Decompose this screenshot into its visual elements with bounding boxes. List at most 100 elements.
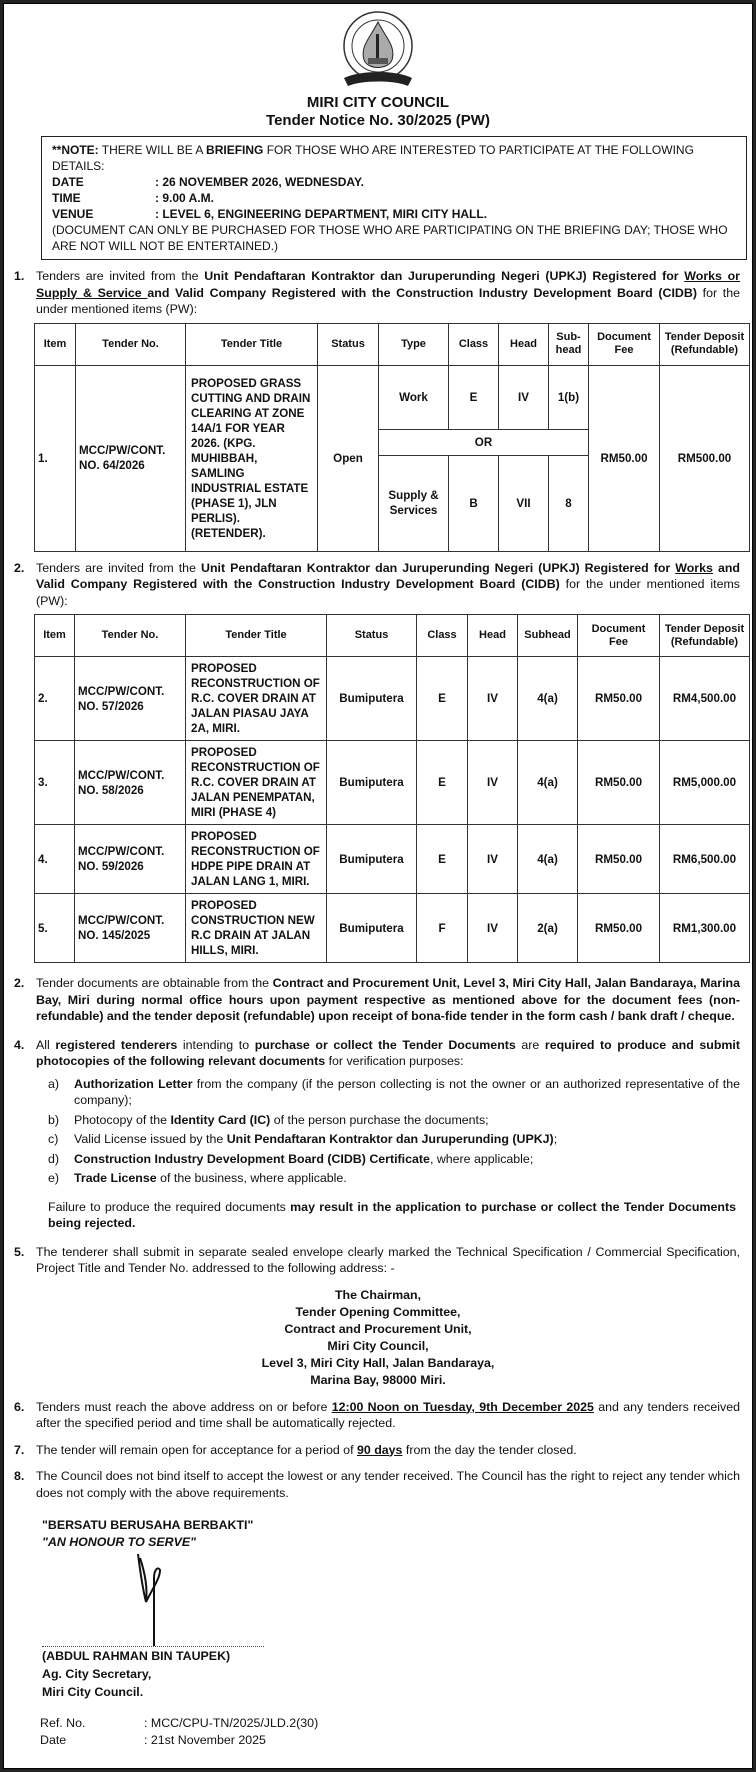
- note-footer: (DOCUMENT CAN ONLY BE PURCHASED FOR THOS…: [52, 223, 728, 253]
- motto-malay: "BERSATU BERUSAHA BERBAKTI": [42, 1518, 254, 1532]
- text-run: of the person purchase the documents;: [270, 1112, 489, 1127]
- col-header: Head: [467, 614, 518, 657]
- col-header: Tender No.: [75, 322, 186, 366]
- list-letter: d): [48, 1151, 60, 1166]
- tender-no-cell: MCC/PW/CONT. NO. 58/2026: [74, 740, 186, 825]
- tender-table-1: Item Tender No. Tender Title Status Type Clas…: [34, 322, 750, 552]
- signatory-name: (ABDUL RAHMAN BIN TAUPEK): [42, 1649, 231, 1663]
- text-run: Tenders must reach the above address on …: [36, 1399, 332, 1414]
- address-line: Level 3, Miri City Hall, Jalan Bandaraya…: [261, 1355, 495, 1370]
- fee-cell: RM50.00: [577, 656, 660, 741]
- value: : LEVEL 6, ENGINEERING DEPARTMENT, MIRI …: [155, 207, 488, 221]
- table-header-row: Item Tender No. Tender Title Status Class Hea…: [34, 614, 750, 657]
- text-run: Tender documents are obtainable from the: [36, 976, 273, 990]
- section-3: 2. Tender documents are obtainable from …: [12, 975, 744, 1025]
- section-number: 1.: [14, 269, 25, 283]
- section-number: 2.: [14, 976, 25, 990]
- text-run: and Valid Company Registered with the Co…: [36, 560, 740, 592]
- text-run: for the under mentioned items (PW):: [36, 577, 741, 608]
- section-2-text: Tenders are invited from the Unit Pendaf…: [36, 560, 744, 610]
- deposit-cell: RM6,500.00: [659, 824, 750, 894]
- submission-address: The Chairman, Tender Opening Committee, Co…: [12, 1287, 744, 1389]
- deposit-cell: RM5,000.00: [659, 740, 750, 825]
- col-header: Status: [317, 322, 379, 366]
- address-line: Contract and Procurement Unit,: [284, 1321, 472, 1336]
- col-header: Document Fee: [577, 614, 660, 657]
- text-run: are: [515, 1037, 545, 1052]
- col-header: Item: [34, 322, 76, 366]
- section-number: 4.: [14, 1037, 25, 1052]
- col-header: Tender No.: [74, 614, 186, 657]
- table-row: 2. MCC/PW/CONT. NO. 57/2026 PROPOSED RECON…: [34, 656, 750, 741]
- section-number: 8.: [14, 1469, 25, 1483]
- label: TIME: [52, 191, 81, 205]
- section-5-text: The tenderer shall submit in separate se…: [36, 1244, 744, 1277]
- text-run: Authorization Letter: [74, 1076, 193, 1091]
- head-cell: IV: [467, 656, 518, 741]
- table-row: 5. MCC/PW/CONT. NO. 145/2025 PROPOSED CONS…: [34, 893, 750, 963]
- address-line: Tender Opening Committee,: [295, 1304, 461, 1319]
- text-run: 12:00 Noon on Tuesday, 9th December 2025: [331, 1399, 594, 1414]
- value: : 26 NOVEMBER 2026, WEDNESDAY.: [155, 175, 364, 189]
- text-run: of the business, where applicable.: [156, 1171, 347, 1185]
- class-cell: E: [416, 824, 468, 894]
- subhead-cell: 4(a): [517, 824, 578, 894]
- ref-row: Ref. No.: MCC/CPU-TN/2025/JLD.2(30): [40, 1715, 744, 1732]
- text-run: and any tenders received after the speci…: [36, 1399, 740, 1431]
- subhead-cell: 1(b): [548, 364, 589, 430]
- col-header: Tender Title: [185, 614, 327, 657]
- head-cell: IV: [498, 364, 549, 430]
- fee-cell: RM50.00: [577, 824, 660, 894]
- text-run: Unit Pendaftaran Kontraktor dan Juruperu…: [226, 1132, 554, 1146]
- section-5: 5. The tenderer shall submit in separate…: [12, 1244, 744, 1277]
- reference-block: Ref. No.: MCC/CPU-TN/2025/JLD.2(30) Date…: [40, 1715, 744, 1749]
- text-run: Unit Pendaftaran Kontraktor dan Juruperu…: [204, 269, 685, 283]
- item-cell: 5.: [34, 893, 75, 963]
- list-letter: e): [48, 1171, 60, 1185]
- list-item: e) Trade License of the business, where a…: [48, 1170, 740, 1187]
- col-header: Class: [416, 614, 468, 657]
- text-run: 90 days: [356, 1442, 403, 1457]
- col-header: Type: [378, 322, 449, 366]
- deposit-cell: RM500.00: [659, 364, 750, 552]
- text-run: Works: [675, 560, 713, 575]
- subhead-cell: 4(a): [517, 656, 578, 741]
- text-run: Photocopy of the: [74, 1112, 171, 1127]
- section-6: 6. Tenders must reach the above address …: [12, 1399, 744, 1432]
- list-text: Authorization Letter from the company (i…: [74, 1076, 740, 1109]
- subhead-cell: 8: [548, 454, 589, 552]
- col-header: Item: [34, 614, 75, 657]
- address-line: The Chairman,: [334, 1287, 422, 1302]
- address-line: Miri City Council,: [327, 1338, 429, 1353]
- text-run: Construction Industry Development Board …: [74, 1151, 430, 1166]
- head-cell: IV: [467, 740, 518, 825]
- list-text: Valid License issued by the Unit Pendaft…: [74, 1131, 557, 1148]
- date-row: Date: 21st November 2025: [40, 1732, 744, 1749]
- logo-area: [12, 8, 744, 94]
- list-item: a) Authorization Letter from the company …: [48, 1076, 740, 1109]
- col-header: Class: [448, 322, 499, 366]
- text-run: for verification purposes:: [325, 1054, 464, 1068]
- status-cell: Bumiputera: [326, 740, 417, 825]
- col-header: Sub-head: [548, 322, 589, 366]
- text-run: Unit Pendaftaran Kontraktor dan Juruperu…: [201, 560, 676, 575]
- title-cell: PROPOSED RECONSTRUCTION OF R.C. COVER DR…: [185, 740, 327, 825]
- text-run: Valid License issued by the: [74, 1132, 227, 1146]
- list-item: d) Construction Industry Development Boar…: [48, 1151, 740, 1168]
- class-cell: F: [416, 893, 468, 963]
- signatory-title: Ag. City Secretary,: [42, 1667, 152, 1681]
- text-run: **NOTE:: [52, 143, 99, 157]
- required-documents-list: a) Authorization Letter from the company …: [48, 1076, 740, 1187]
- status-cell: Bumiputera: [326, 893, 417, 963]
- value: : 9.00 A.M.: [155, 191, 214, 205]
- label: VENUE: [52, 207, 94, 221]
- subhead-cell: 2(a): [517, 893, 578, 963]
- table-row: 4. MCC/PW/CONT. NO. 59/2026 PROPOSED RECON…: [34, 824, 750, 894]
- text-run: FOR THOSE WHO ARE INTERESTED TO PARTICIP…: [52, 143, 694, 173]
- fee-cell: RM50.00: [577, 893, 660, 963]
- list-letter: a): [48, 1076, 60, 1091]
- status-cell: Open: [317, 364, 379, 552]
- text-run: , where applicable;: [429, 1151, 534, 1166]
- failure-warning: Failure to produce the required document…: [48, 1199, 736, 1232]
- list-text: Construction Industry Development Board …: [74, 1151, 533, 1168]
